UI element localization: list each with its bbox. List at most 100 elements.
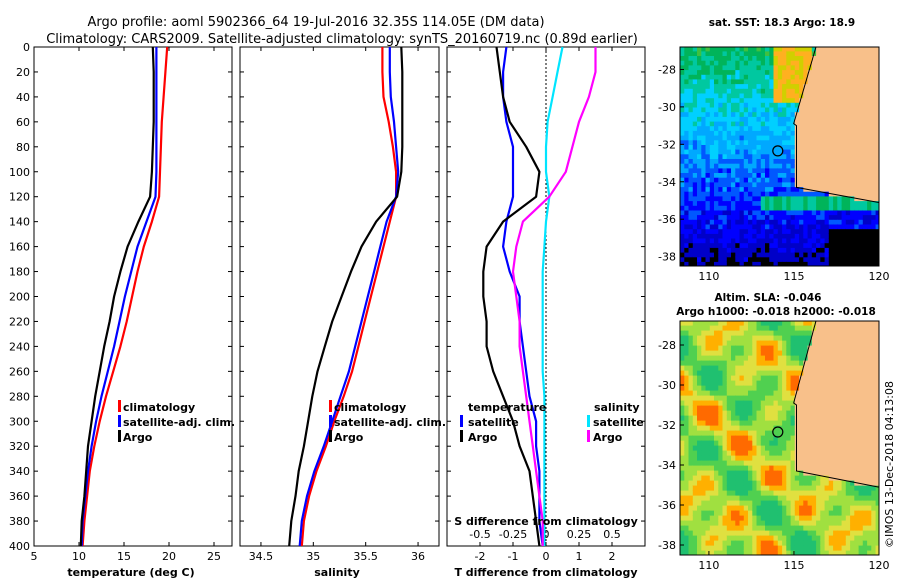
map-cell: [752, 195, 758, 202]
map-cell: [845, 69, 851, 75]
map-cell: [867, 545, 872, 551]
map-cell: [773, 74, 779, 80]
map-cell: [858, 261, 864, 266]
map-cell: [718, 480, 724, 486]
map-cell: [709, 445, 715, 451]
map-cell: [837, 455, 843, 461]
map-cell: [786, 395, 792, 401]
map-cell: [786, 242, 792, 248]
map-cell: [828, 465, 834, 471]
map-cell: [752, 485, 758, 491]
map-cell: [773, 83, 779, 89]
map-cell: [731, 530, 736, 536]
map-cell: [731, 340, 736, 346]
map-cell: [731, 252, 736, 258]
map-cell: [786, 256, 792, 262]
map-cell: [816, 191, 821, 197]
map-cell: [850, 415, 855, 421]
map-cell: [867, 460, 872, 466]
map-cell: [854, 219, 860, 225]
map-cell: [726, 550, 732, 555]
map-cell: [718, 92, 724, 99]
map-cell: [739, 405, 745, 411]
map-cell: [850, 233, 855, 239]
map-cell: [769, 167, 775, 173]
map-cell: [773, 55, 779, 61]
map-cell: [867, 400, 872, 406]
map-cell: [803, 92, 809, 99]
map-cell: [803, 47, 809, 52]
map-cell: [820, 172, 826, 178]
map-cell: [871, 163, 877, 169]
map-cell: [743, 158, 749, 164]
map-cell: [833, 64, 838, 71]
map-cell: [820, 78, 826, 85]
map-cell: [794, 97, 800, 103]
map-cell: [824, 172, 830, 178]
y-tick-label: -38: [658, 539, 676, 552]
map-cell: [692, 330, 698, 336]
map-cell: [794, 470, 800, 476]
map-cell: [820, 330, 826, 336]
map-cell: [867, 420, 872, 426]
map-cell: [701, 144, 707, 150]
map-cell: [790, 400, 796, 406]
map-cell: [862, 405, 868, 411]
map-cell: [684, 375, 690, 381]
map-cell: [714, 350, 719, 356]
map-cell: [837, 515, 843, 521]
map-cell: [735, 55, 741, 61]
map-cell: [722, 370, 728, 376]
map-cell: [854, 380, 860, 386]
map-cell: [833, 97, 838, 103]
map-cell: [701, 465, 707, 471]
map-cell: [769, 350, 775, 356]
map-cell: [854, 172, 860, 178]
map-cell: [756, 92, 762, 99]
map-cell: [828, 149, 834, 155]
map-cell: [850, 97, 855, 103]
map-cell: [854, 181, 860, 188]
map-cell: [777, 200, 783, 206]
map-cell: [748, 223, 753, 230]
map-cell: [714, 440, 719, 446]
map-cell: [854, 106, 860, 113]
map-cell: [862, 465, 868, 471]
map-cell: [697, 64, 702, 71]
map-cell: [816, 455, 821, 461]
y-tick-label: 380: [9, 515, 30, 528]
map-cell: [752, 223, 758, 230]
map-cell: [680, 335, 685, 341]
map-cell: [850, 47, 855, 52]
map-cell: [862, 144, 868, 150]
map-cell: [837, 191, 843, 197]
map-cell: [688, 153, 694, 159]
legend-title-salinity: salinity: [594, 401, 640, 414]
map-cell: [726, 158, 732, 164]
map-cell: [684, 102, 690, 108]
map-cell: [862, 470, 868, 476]
map-cell: [858, 385, 864, 391]
map-cell: [684, 450, 690, 456]
map-cell: [765, 380, 770, 386]
map-cell: [820, 153, 826, 159]
map-cell: [858, 435, 864, 441]
map-cell: [692, 92, 698, 99]
map-cell: [794, 400, 800, 406]
map-cell: [803, 365, 809, 371]
map-cell: [692, 135, 698, 141]
map-cell: [875, 410, 879, 416]
map-cell: [850, 365, 855, 371]
map-cell: [811, 480, 817, 486]
map-cell: [714, 69, 719, 75]
map-cell: [697, 355, 702, 361]
map-cell: [697, 102, 702, 108]
map-cell: [726, 375, 732, 381]
map-cell: [735, 111, 741, 117]
map-cell: [680, 149, 685, 155]
legend-label-argo: Argo: [123, 431, 153, 444]
map-cell: [714, 335, 719, 341]
map-cell: [799, 55, 804, 61]
map-cell: [824, 78, 830, 85]
map-cell: [850, 540, 855, 546]
